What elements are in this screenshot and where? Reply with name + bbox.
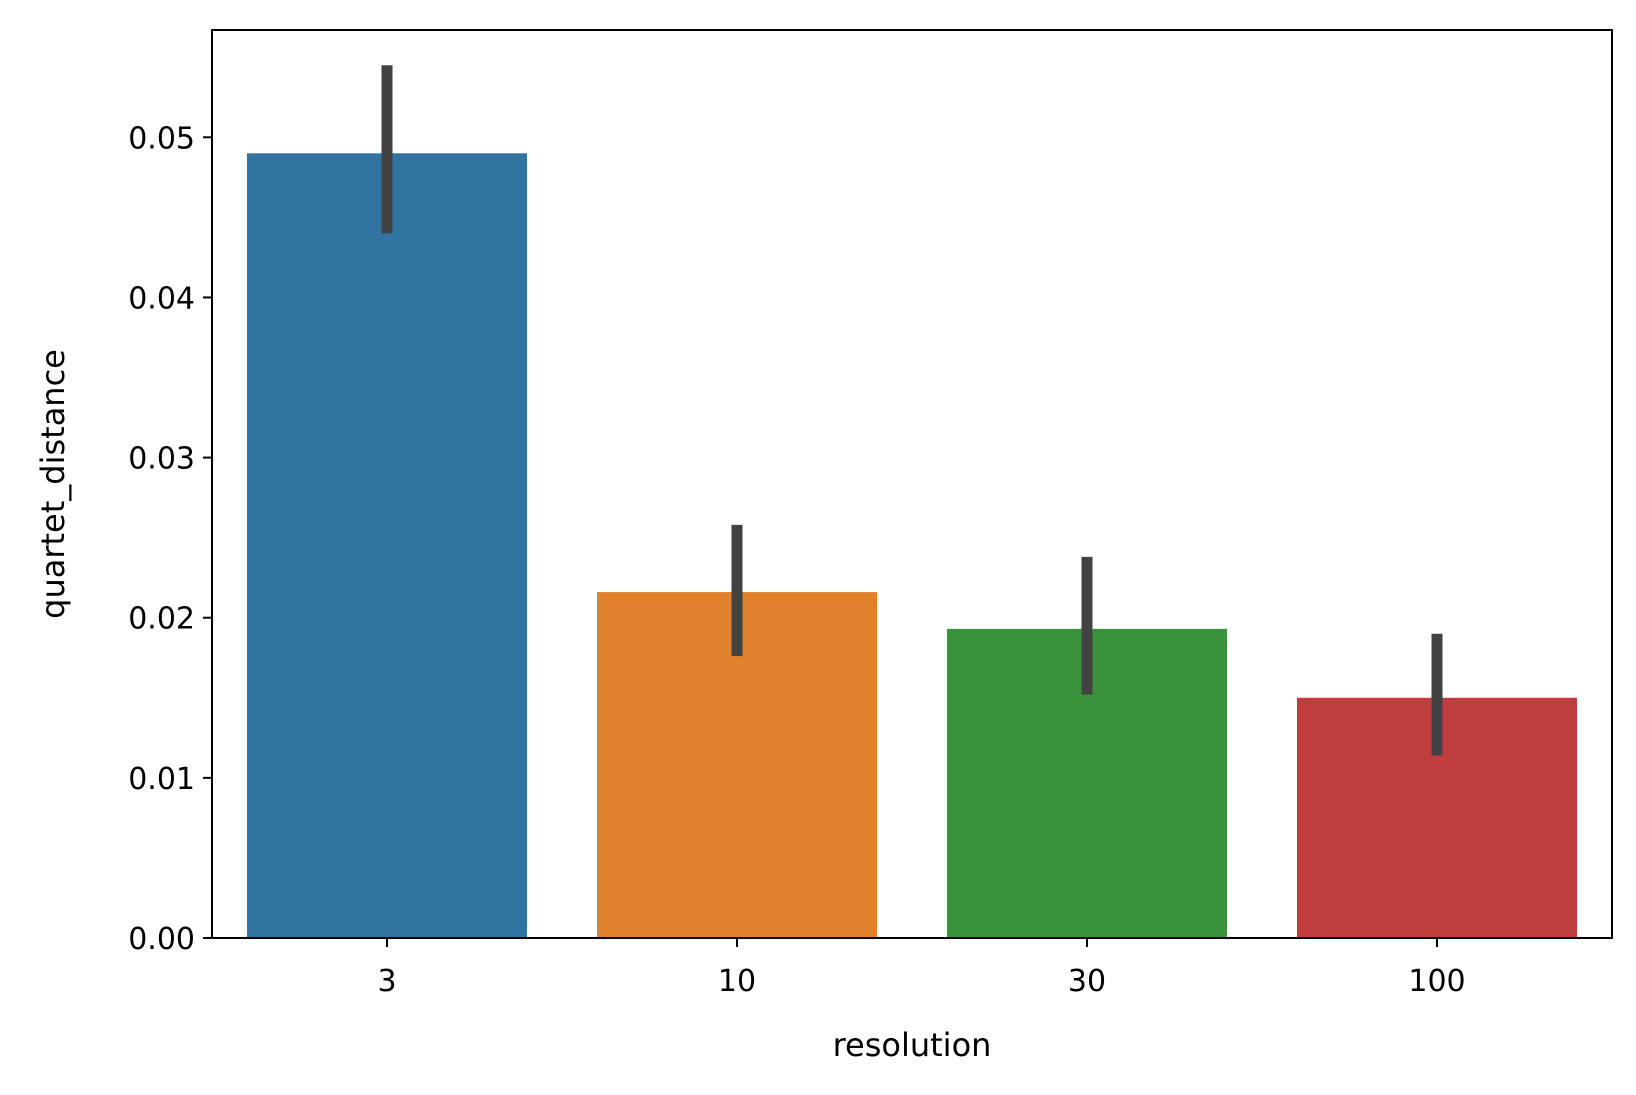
y-axis-label: quartet_distance (34, 349, 72, 619)
x-tick-label-10: 10 (718, 964, 756, 999)
y-tick-label-0.05: 0.05 (128, 121, 195, 156)
x-tick-label-100: 100 (1408, 964, 1465, 999)
plot-frame (211, 29, 1613, 939)
y-tick-label-0.04: 0.04 (128, 281, 195, 316)
y-tick-label-0.03: 0.03 (128, 442, 195, 477)
bar-3 (247, 153, 527, 938)
x-axis-label: resolution (833, 1026, 992, 1064)
bars-group (247, 153, 1577, 938)
y-tick-label-0.02: 0.02 (128, 602, 195, 637)
y-tick-label-0.01: 0.01 (128, 762, 195, 797)
x-tick-label-30: 30 (1068, 964, 1106, 999)
y-axis: 0.00 0.01 0.02 0.03 0.04 0.05 (128, 121, 212, 957)
y-tick-label-0.00: 0.00 (128, 922, 195, 957)
x-tick-label-3: 3 (377, 964, 396, 999)
x-axis: 3 10 30 100 (377, 938, 1466, 999)
error-bars-group (381, 65, 1443, 756)
